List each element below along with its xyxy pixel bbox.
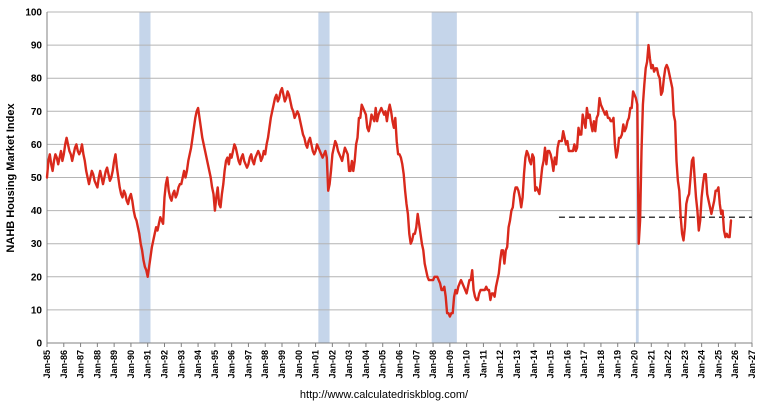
x-tick-label: Jan-95: [210, 350, 220, 379]
x-tick-label: Jan-87: [76, 350, 86, 379]
x-tick-label: Jan-22: [663, 350, 673, 379]
x-tick-label: Jan-88: [92, 350, 102, 379]
y-tick-label: 90: [31, 41, 43, 52]
y-tick-label: 50: [31, 173, 43, 184]
y-tick-label: 70: [31, 107, 43, 118]
x-tick-label: Jan-21: [646, 350, 656, 379]
x-tick-label: Jan-01: [311, 350, 321, 379]
y-tick-label: 30: [31, 239, 43, 250]
x-tick-label: Jan-03: [344, 350, 354, 379]
x-tick-label: Jan-96: [227, 350, 237, 379]
x-tick-label: Jan-02: [327, 350, 337, 379]
x-tick-label: Jan-10: [462, 350, 472, 379]
x-tick-label: Jan-05: [378, 350, 388, 379]
x-tick-label: Jan-24: [697, 350, 707, 379]
x-tick-label: Jan-09: [445, 350, 455, 379]
x-tick-label: Jan-98: [260, 350, 270, 379]
x-tick-label: Jan-20: [630, 350, 640, 379]
x-tick-label: Jan-15: [546, 350, 556, 379]
y-tick-label: 40: [31, 206, 43, 217]
x-tick-label: Jan-08: [428, 350, 438, 379]
x-tick-label: Jan-97: [243, 350, 253, 379]
x-tick-label: Jan-18: [596, 350, 606, 379]
x-tick-label: Jan-06: [395, 350, 405, 379]
x-tick-label: Jan-17: [579, 350, 589, 379]
x-tick-label: Jan-92: [160, 350, 170, 379]
x-tick-label: Jan-04: [361, 350, 371, 379]
x-tick-label: Jan-26: [730, 350, 740, 379]
x-tick-label: Jan-94: [193, 350, 203, 379]
x-tick-label: Jan-25: [713, 350, 723, 379]
y-tick-label: 10: [31, 305, 43, 316]
x-tick-label: Jan-11: [478, 350, 488, 378]
x-tick-label: Jan-16: [562, 350, 572, 379]
x-tick-label: Jan-86: [59, 350, 69, 379]
x-tick-label: Jan-91: [143, 350, 153, 379]
x-tick-label: Jan-93: [176, 350, 186, 379]
x-tick-label: Jan-90: [126, 350, 136, 379]
x-tick-label: Jan-85: [42, 350, 52, 379]
x-tick-label: Jan-13: [512, 350, 522, 379]
series-line: [45, 43, 733, 318]
x-tick-label: Jan-12: [495, 350, 505, 379]
x-tick-label: Jan-00: [294, 350, 304, 379]
x-tick-label: Jan-19: [613, 350, 623, 379]
x-tick-label: Jan-23: [680, 350, 690, 379]
y-tick-label: 0: [36, 339, 42, 350]
x-tick-label: Jan-07: [411, 350, 421, 379]
source-url: http://www.calculatedriskblog.com/: [299, 389, 469, 401]
y-tick-label: 80: [31, 74, 43, 85]
y-tick-label: 60: [31, 140, 43, 151]
y-tick-label: 100: [25, 8, 42, 19]
x-tick-label: Jan-14: [529, 350, 539, 379]
x-tick-label: Jan-27: [747, 350, 757, 379]
y-axis-title: NAHB Housing Market Index: [5, 103, 17, 253]
x-tick-label: Jan-99: [277, 350, 287, 379]
x-tick-label: Jan-89: [109, 350, 119, 379]
y-tick-label: 20: [31, 272, 43, 283]
